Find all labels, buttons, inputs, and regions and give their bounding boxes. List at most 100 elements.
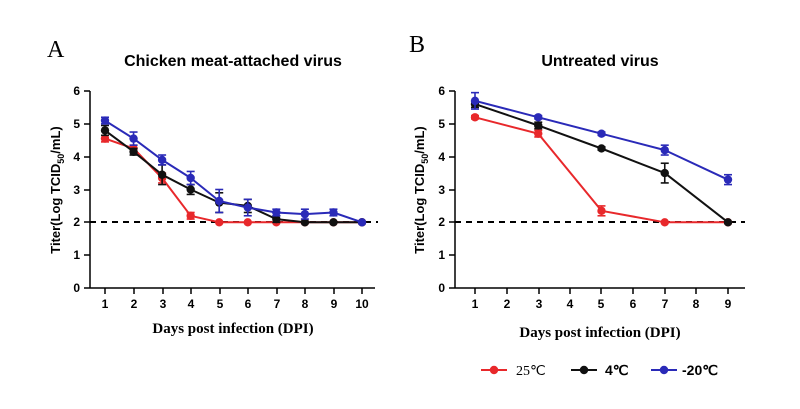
- x-tick-label: 6: [630, 297, 637, 311]
- legend-swatch-marker: [489, 365, 499, 375]
- chart-title-a: Chicken meat-attached virus: [124, 53, 342, 70]
- data-point-4: [534, 121, 543, 130]
- y-axis-label-main: Titer(Log TCID: [412, 164, 427, 254]
- data-point-minus20: [723, 175, 733, 184]
- legend-swatch-marker: [579, 365, 589, 375]
- data-point-minus20: [660, 145, 669, 155]
- y-tick-label: 6: [73, 84, 80, 98]
- x-axis-label-a: Days post infection (DPI): [152, 321, 313, 337]
- data-point-4: [300, 218, 310, 227]
- x-tick-label: 2: [131, 297, 138, 311]
- data-point-minus20: [186, 173, 195, 183]
- data-point-4: [129, 147, 138, 156]
- data-point-4: [723, 218, 733, 227]
- y-axis-label-main: Titer(Log TCID: [48, 164, 63, 254]
- data-point-minus20: [470, 96, 480, 106]
- panel-b: B Untreated virus 0 1 2 3 4 5 6 1 2: [409, 32, 745, 341]
- x-tick-label: 8: [302, 297, 309, 311]
- data-point-minus20: [243, 203, 252, 212]
- data-point-4: [186, 185, 195, 194]
- x-tick-label: 8: [693, 297, 700, 311]
- legend-item-4c: 4℃: [571, 362, 629, 378]
- chart-title-b: Untreated virus: [541, 53, 658, 70]
- legend: 25℃ 4℃ -20℃: [481, 362, 718, 379]
- data-point-25: [186, 211, 195, 220]
- y-axis-label-a: Titer(Log TCID50/mL): [48, 126, 66, 254]
- data-point-minus20: [357, 218, 367, 227]
- data-point-25: [243, 218, 252, 227]
- x-tick-label: 9: [725, 297, 732, 311]
- series-line-4-a: [104, 129, 362, 224]
- series-line-25-a: [104, 137, 362, 224]
- y-axis-label-subscript: 50: [56, 154, 66, 164]
- series-line-minus20-a: [104, 119, 363, 224]
- x-tick-label: 2: [504, 297, 511, 311]
- data-point-25: [660, 218, 669, 227]
- x-tick-label: 5: [217, 297, 224, 311]
- x-tick-label: 3: [160, 297, 167, 311]
- legend-item-minus20c: -20℃: [651, 362, 718, 378]
- y-tick-label: 5: [73, 117, 80, 131]
- series-line-4-b: [474, 103, 729, 224]
- x-tick-label: 7: [662, 297, 669, 311]
- y-tick-label: 3: [73, 183, 80, 197]
- y-tick-label: 4: [73, 150, 80, 164]
- series-line-minus20-b: [474, 99, 729, 181]
- y-axis-label-tail: /mL): [48, 126, 63, 153]
- x-tick-label: 6: [245, 297, 252, 311]
- x-tick-label: 9: [331, 297, 338, 311]
- y-tick-label: 2: [438, 215, 445, 229]
- y-tick-label: 0: [73, 281, 80, 295]
- x-tick-label: 4: [567, 297, 574, 311]
- data-point-25: [215, 218, 224, 227]
- y-tick-label: 1: [438, 248, 445, 262]
- y-axis-label-subscript: 50: [420, 154, 430, 164]
- panel-a: A Chicken meat-attached virus 0 1 2 3 4 …: [47, 37, 378, 337]
- data-point-minus20: [215, 196, 224, 206]
- plot-area-a: [100, 116, 367, 227]
- panel-letter-b: B: [409, 32, 425, 58]
- y-ticks-b: 0 1 2 3 4 5 6: [438, 84, 455, 295]
- x-tick-label: 5: [598, 297, 605, 311]
- data-point-4: [157, 170, 167, 179]
- plot-area-b: [470, 91, 733, 227]
- data-point-4: [597, 144, 606, 153]
- data-point-minus20: [534, 113, 543, 122]
- y-axis-label-b: Titer(Log TCID50/mL): [412, 126, 430, 254]
- x-tick-label: 10: [355, 297, 369, 311]
- x-tick-label: 4: [188, 297, 195, 311]
- panel-letter-a: A: [47, 37, 65, 63]
- legend-label: 25℃: [516, 364, 546, 379]
- data-point-4: [272, 214, 281, 224]
- y-axis-label-tail: /mL): [412, 126, 427, 153]
- y-tick-label: 5: [438, 117, 445, 131]
- data-point-4: [329, 218, 338, 227]
- data-point-minus20: [100, 116, 110, 125]
- x-tick-label: 1: [102, 297, 109, 311]
- data-point-25: [100, 134, 110, 143]
- data-point-minus20: [157, 155, 167, 165]
- y-ticks-a: 0 1 2 3 4 5 6: [73, 84, 90, 295]
- data-point-25: [470, 113, 480, 122]
- legend-swatch-marker: [659, 365, 669, 375]
- data-point-25: [534, 129, 543, 138]
- data-point-minus20: [272, 208, 281, 217]
- data-point-minus20: [597, 129, 606, 138]
- legend-label: -20℃: [682, 362, 718, 378]
- x-tick-label: 3: [536, 297, 543, 311]
- y-tick-label: 6: [438, 84, 445, 98]
- y-tick-label: 4: [438, 150, 445, 164]
- x-tick-label: 1: [472, 297, 479, 311]
- data-point-minus20: [129, 134, 138, 143]
- legend-item-25c: 25℃: [481, 364, 546, 379]
- data-point-minus20: [329, 208, 338, 217]
- y-tick-label: 3: [438, 183, 445, 197]
- data-point-minus20: [300, 209, 310, 219]
- x-tick-label: 7: [274, 297, 281, 311]
- data-point-25: [597, 206, 606, 216]
- data-point-4: [660, 168, 669, 178]
- x-ticks-a: 1 2 3 4 5 6 7 8 9 10: [102, 288, 369, 311]
- legend-label: 4℃: [605, 362, 629, 378]
- y-tick-label: 1: [73, 248, 80, 262]
